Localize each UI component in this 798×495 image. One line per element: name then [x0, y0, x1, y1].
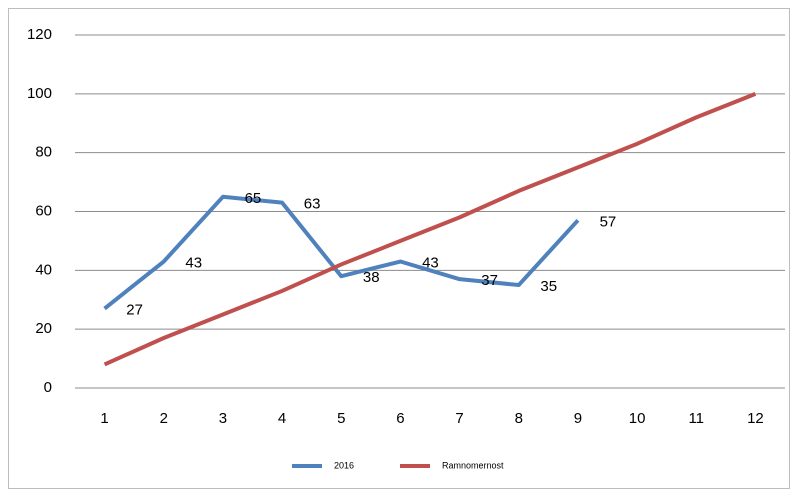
x-tick-label: 8	[515, 410, 523, 427]
data-label: 57	[600, 213, 617, 230]
y-tick-label: 0	[44, 379, 52, 396]
data-label: 63	[304, 196, 321, 213]
legend-text: Ramnomernost	[442, 460, 504, 470]
x-tick-label: 1	[100, 410, 108, 427]
x-tick-label: 12	[747, 410, 764, 427]
x-tick-label: 4	[278, 410, 286, 427]
data-label: 38	[363, 269, 380, 286]
y-tick-label: 20	[35, 320, 52, 337]
y-tick-label: 40	[35, 261, 52, 278]
data-label: 35	[540, 278, 557, 295]
data-label: 43	[422, 254, 439, 271]
data-label: 65	[245, 190, 262, 207]
x-tick-label: 7	[455, 410, 463, 427]
y-tick-label: 120	[27, 26, 52, 43]
series-line	[103, 194, 580, 311]
x-tick-label: 3	[219, 410, 227, 427]
legend-text: 2016	[334, 460, 354, 470]
x-tick-label: 2	[160, 410, 168, 427]
data-label: 37	[481, 272, 498, 289]
chart-border	[8, 8, 790, 489]
x-tick-label: 10	[629, 410, 646, 427]
y-tick-label: 100	[27, 85, 52, 102]
y-tick-label: 80	[35, 144, 52, 161]
x-tick-label: 11	[688, 410, 704, 427]
series-line	[103, 91, 757, 367]
data-label: 43	[185, 254, 202, 271]
x-tick-label: 5	[337, 410, 345, 427]
y-tick-label: 60	[35, 202, 52, 219]
data-label: 27	[126, 302, 143, 319]
x-tick-label: 6	[396, 410, 404, 427]
x-tick-label: 9	[574, 410, 582, 427]
